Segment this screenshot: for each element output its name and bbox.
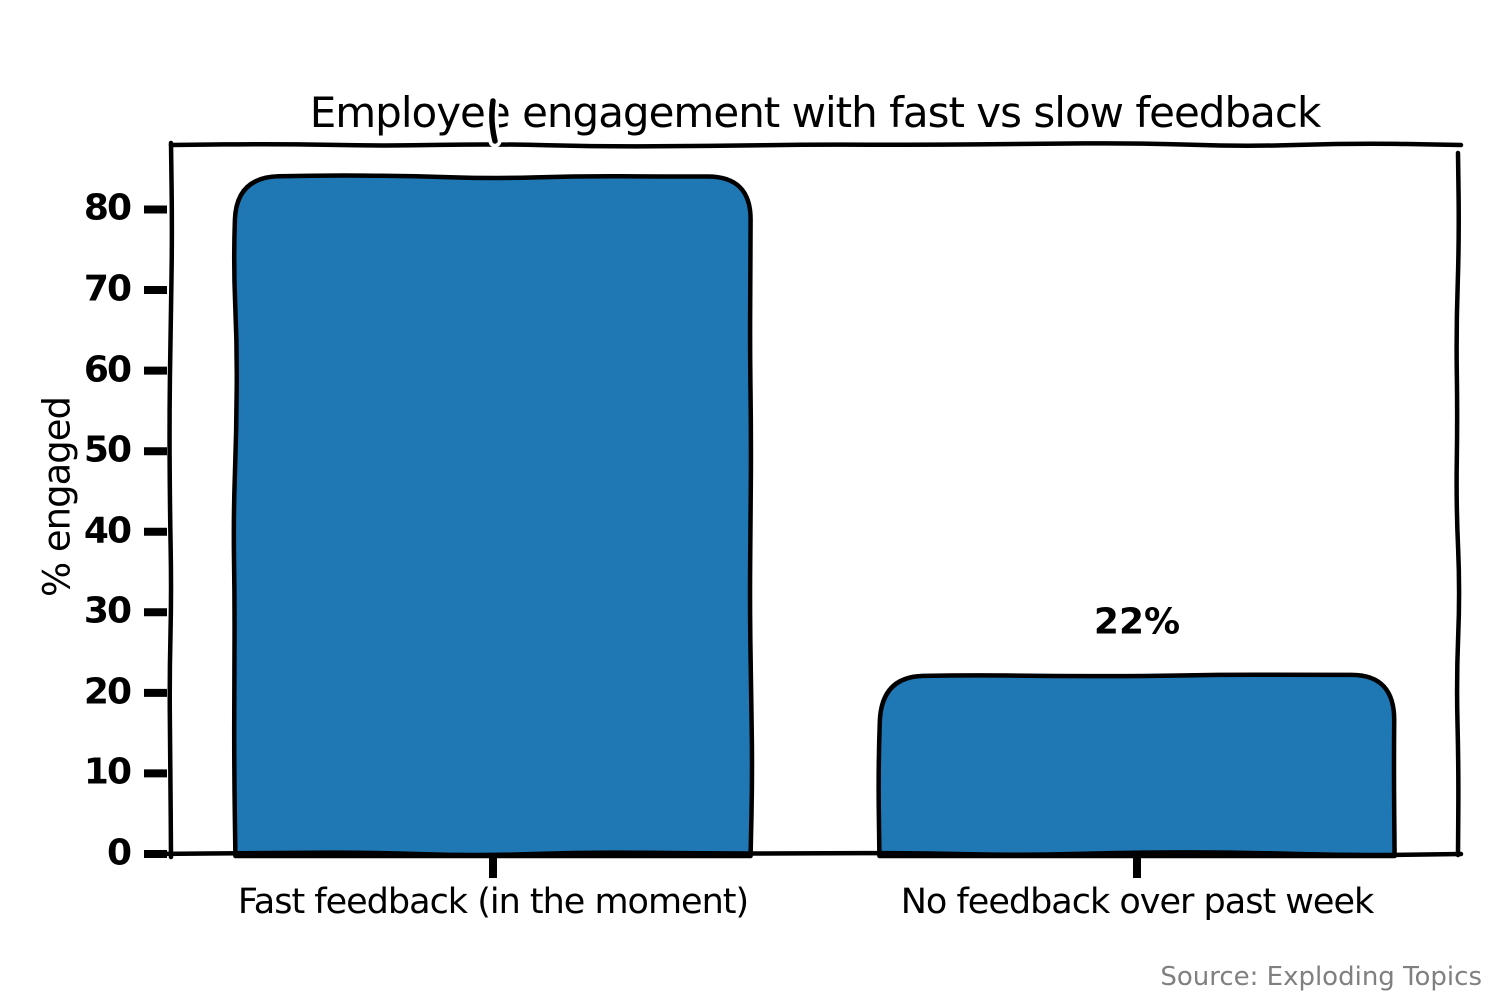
y-tick-label-80: 80 xyxy=(83,187,132,229)
x-tick-label-1: No feedback over past week xyxy=(900,882,1375,922)
y-tick-label-0: 0 xyxy=(106,832,132,874)
y-tick-label-10: 10 xyxy=(83,751,132,793)
x-tick-label-0: Fast feedback (in the moment) xyxy=(237,882,749,922)
y-tick-label-70: 70 xyxy=(83,268,132,310)
y-axis-label: % engaged xyxy=(35,396,79,598)
bar-0 xyxy=(231,173,755,859)
chart-title: Employee engagement with fast vs slow fe… xyxy=(309,88,1322,137)
y-tick-label-30: 30 xyxy=(83,590,132,632)
top-spine xyxy=(168,141,1464,149)
y-tick-label-50: 50 xyxy=(83,429,132,471)
bottom-spine xyxy=(149,850,1464,858)
bar-1 xyxy=(876,672,1397,859)
y-tick-label-20: 20 xyxy=(83,671,132,713)
source-note: Source: Exploding Topics xyxy=(1160,962,1482,992)
bar-value-label-1: 22% xyxy=(1093,601,1181,643)
right-spine xyxy=(1454,150,1462,858)
y-tick-label-60: 60 xyxy=(83,349,132,391)
y-tick-label-40: 40 xyxy=(83,510,132,552)
left-spine xyxy=(167,140,175,860)
